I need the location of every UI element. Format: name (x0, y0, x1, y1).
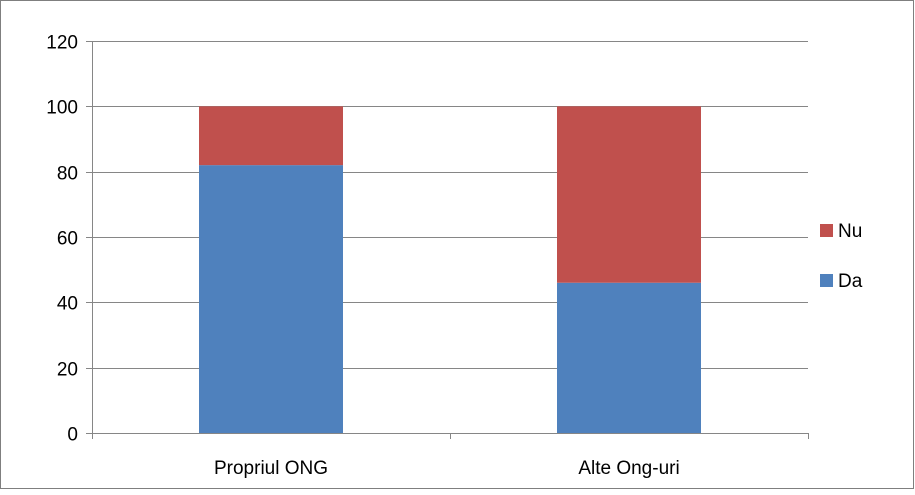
legend-label-nu: Nu (838, 221, 862, 242)
legend-label-da: Da (838, 271, 863, 292)
x-category-label: Propriul ONG (214, 458, 328, 479)
axes: 0 20 40 60 80 100 120 Propriul ONG Alte Ong-uri (46, 33, 809, 479)
y-tick-label: 80 (57, 164, 78, 185)
x-category-label: Alte Ong-uri (578, 458, 679, 479)
y-tick-label: 20 (57, 360, 78, 381)
bar-nu-1 (557, 106, 701, 283)
bar-da-0 (199, 165, 343, 433)
y-tick-label: 100 (46, 98, 78, 119)
legend-swatch-nu (820, 224, 833, 237)
legend-swatch-da (820, 274, 833, 287)
y-tick-label: 0 (67, 425, 78, 446)
bars (199, 106, 701, 433)
y-tick-label: 60 (57, 229, 78, 250)
legend: Nu Da (820, 221, 863, 292)
y-tick-label: 120 (46, 33, 78, 54)
y-tick-label: 40 (57, 294, 78, 315)
bar-nu-0 (199, 106, 343, 166)
bar-da-1 (557, 282, 701, 433)
